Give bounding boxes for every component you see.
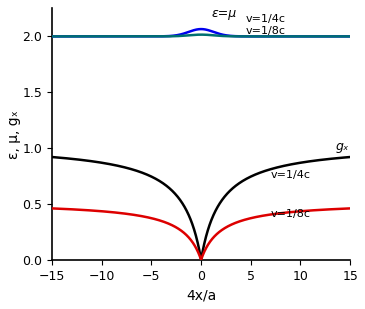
Text: gₓ: gₓ bbox=[335, 140, 349, 153]
Text: v=1/4c: v=1/4c bbox=[246, 14, 286, 24]
Text: v=1/8c: v=1/8c bbox=[270, 209, 311, 219]
X-axis label: 4x/a: 4x/a bbox=[186, 288, 216, 302]
Text: v=1/8c: v=1/8c bbox=[246, 26, 286, 36]
Text: v=1/4c: v=1/4c bbox=[270, 170, 311, 180]
Text: ε=μ: ε=μ bbox=[211, 7, 236, 20]
Y-axis label: ε, μ, gₓ: ε, μ, gₓ bbox=[7, 110, 21, 159]
